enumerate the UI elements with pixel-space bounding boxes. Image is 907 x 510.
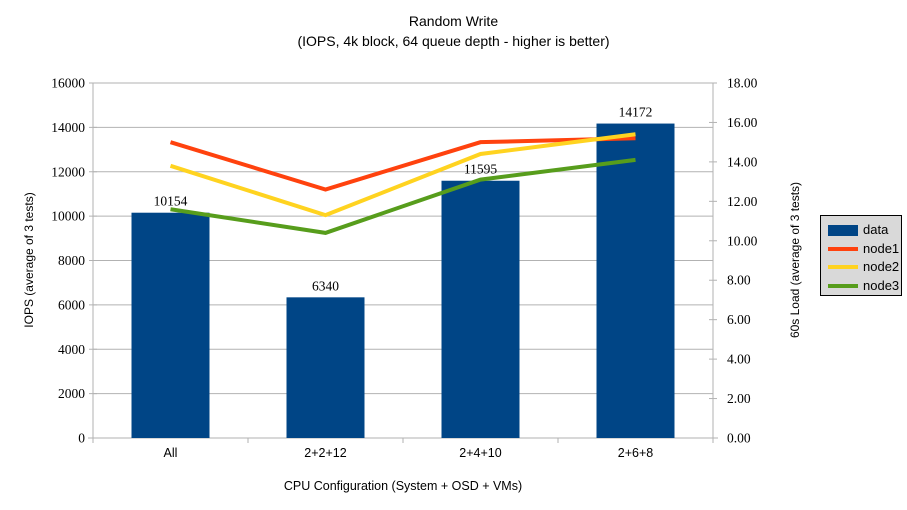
chart-title: Random Write: [408, 13, 499, 29]
legend-item-node1: node1: [821, 240, 901, 259]
y-left-tick-label: 4000: [58, 342, 85, 357]
legend-swatch-data: [828, 224, 858, 236]
bar-2+4+10: [441, 180, 520, 438]
y-right-tick-label: 12.00: [727, 194, 758, 209]
x-tick-label-2+4+10: 2+4+10: [459, 446, 501, 460]
bar-label-2+4+10: 11595: [464, 162, 497, 177]
legend: data node1 node2 node3: [820, 215, 902, 296]
y-right-tick-label: 6.00: [727, 312, 751, 327]
legend-swatch-node3: [828, 283, 858, 288]
legend-label: data: [863, 222, 889, 237]
y-left-tick-label: 8000: [58, 253, 85, 268]
legend-label: node1: [863, 240, 900, 256]
y-left-tick-label: 0: [78, 431, 85, 446]
legend-label: node2: [863, 259, 900, 274]
y-left-tick-label: 12000: [51, 164, 85, 179]
x-tick-label-2+2+12: 2+2+12: [304, 446, 346, 460]
bar-All: [131, 212, 210, 438]
x-tick-label-2+6+8: 2+6+8: [618, 446, 654, 460]
y-left-tick-label: 6000: [58, 297, 85, 312]
y-right-tick-label: 0.00: [727, 431, 751, 446]
legend-label: node3: [863, 277, 900, 293]
bar-label-2+2+12: 6340: [312, 278, 339, 293]
line-node2: [169, 132, 636, 218]
y-left-tick-label: 10000: [51, 209, 85, 224]
legend-swatch-node1: [828, 246, 858, 251]
x-tick-label-All: All: [164, 446, 178, 460]
y-right-tick-label: 2.00: [727, 391, 751, 406]
bar-label-All: 10154: [154, 194, 188, 209]
y-right-tick-label: 18.00: [727, 76, 758, 91]
y-right-tick-label: 10.00: [727, 233, 758, 248]
y-right-tick-label: 16.00: [727, 115, 758, 130]
y-left-tick-label: 14000: [51, 120, 85, 135]
y-left-tick-label: 2000: [58, 386, 85, 401]
y-right-tick-label: 4.00: [727, 352, 751, 367]
bar-2+6+8: [596, 123, 675, 438]
y-right-tick-label: 14.00: [727, 154, 758, 169]
legend-item-node2: node2: [821, 258, 901, 277]
y-left-tick-label: 16000: [51, 76, 85, 91]
chart-subtitle: (IOPS, 4k block, 64 queue depth - higher…: [297, 33, 610, 49]
legend-item-node3: node3: [821, 277, 901, 296]
line-node3: [170, 157, 636, 235]
bar-2+2+12: [286, 297, 365, 438]
bar-label-2+6+8: 14172: [619, 105, 653, 120]
legend-item-data: data: [821, 221, 901, 240]
y-right-tick-label: 8.00: [727, 273, 751, 288]
line-node1: [169, 136, 636, 192]
legend-swatch-node2: [828, 265, 858, 270]
x-axis-title: CPU Configuration (System + OSD + VMs): [283, 479, 523, 493]
